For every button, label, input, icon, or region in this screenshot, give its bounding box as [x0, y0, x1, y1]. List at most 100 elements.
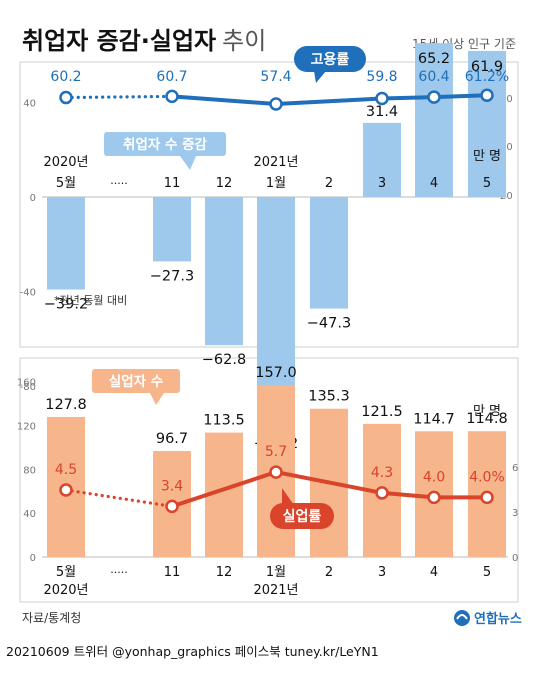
unemployment-rate-point	[480, 490, 494, 505]
top-category: 1월	[266, 176, 286, 191]
employment-change-value: 65.2	[418, 51, 450, 67]
unemployed-value: 127.8	[45, 397, 87, 413]
employment-rate-tag	[294, 46, 366, 72]
bottom-right-tick: 0	[512, 553, 518, 564]
employment-change-bar	[415, 43, 453, 198]
unemployment-rate-tag-pointer	[282, 488, 294, 505]
employment-rate-point	[59, 90, 73, 105]
bottom-category: 4	[430, 565, 438, 580]
unemployed-value: 113.5	[203, 413, 245, 429]
employment-change-bar	[205, 197, 243, 346]
employment-rate-tag-pointer	[314, 71, 326, 83]
employment-rate-value: 60.7	[156, 69, 187, 85]
logo-text: 연합뉴스	[474, 611, 522, 627]
unemployed-tag-pointer	[150, 393, 164, 405]
unemployment-rate-value: 3.4	[161, 478, 183, 494]
footer-text: 20210609 트위터 @yonhap_graphics 페이스북 tuney…	[6, 644, 379, 659]
top-category: 5월	[56, 176, 76, 191]
unemployment-rate-dotted-segment	[64, 488, 174, 508]
bottom-category: 12	[216, 565, 233, 580]
employment-change-value: −39.2	[44, 297, 88, 313]
top-left-tick: 0	[30, 193, 36, 204]
unemployment-rate-legend: 실업률	[283, 508, 322, 525]
top-year-2021: 2021년	[253, 155, 298, 170]
bottom-right-tick: 6	[512, 463, 518, 474]
employment-change-bar	[363, 122, 401, 197]
employment-rate-value: 59.8	[366, 69, 397, 85]
unemployed-tag	[92, 369, 180, 393]
yoy-note: *전년 동월 대비	[54, 294, 127, 307]
yonhap-logo: 연합뉴스	[454, 610, 522, 627]
employment-change-value: 61.9	[471, 59, 503, 75]
top-category: 11	[164, 176, 181, 191]
employment-change-legend: 취업자 수 증감	[123, 136, 207, 153]
unemployment-rate-point	[269, 465, 283, 479]
unemployment-rate-value: 4.0%	[469, 469, 505, 485]
employment-change-value: −47.3	[307, 316, 351, 332]
employment-rate-value: 60.4	[418, 69, 449, 85]
bottom-left-tick: 0	[30, 553, 36, 564]
employment-change-bar	[310, 197, 348, 309]
yonhap-logo-icon	[454, 610, 470, 626]
top-gap-dots: ·····	[110, 177, 127, 190]
employment-rate-point	[165, 89, 179, 104]
employment-change-value: −62.8	[202, 352, 246, 368]
bottom-category: 1월	[266, 565, 286, 580]
chart-title: 취업자 증감·실업자 추이	[22, 27, 266, 55]
unemployment-rate-tag	[270, 503, 334, 529]
top-category: 5	[483, 176, 491, 191]
unemployment-rate-point	[427, 490, 441, 505]
employment-rate-dotted-segment	[64, 94, 174, 100]
top-category: 2	[325, 176, 333, 191]
unemployed-value: 157.0	[255, 365, 297, 381]
unemployment-rate-point	[59, 483, 73, 497]
employment-change-bar	[47, 197, 85, 290]
unemployment-rate-point	[375, 486, 389, 500]
bottom-category: 5	[483, 565, 491, 580]
employment-rate-value: 61.2%	[465, 69, 509, 85]
employment-change-value: 31.4	[366, 104, 398, 120]
bottom-category: 5월	[56, 565, 76, 580]
employment-change-bar	[153, 197, 191, 262]
unemployed-value: 121.5	[361, 404, 403, 420]
top-year-2020: 2020년	[43, 155, 88, 170]
bottom-left-tick: 40	[23, 509, 36, 520]
bottom-category: 3	[378, 565, 386, 580]
employment-change-tag	[104, 132, 226, 156]
unemployment-rate-value: 5.7	[265, 444, 287, 460]
top-category: 3	[378, 176, 386, 191]
top-left-tick: -40	[20, 287, 36, 298]
unemployed-value: 114.7	[413, 411, 455, 427]
top-unit-label: 만 명	[473, 149, 501, 164]
bottom-left-tick: 160	[17, 378, 36, 389]
employment-rate-value: 57.4	[260, 69, 291, 85]
employment-rate-point	[427, 90, 441, 104]
top-category: 12	[216, 176, 233, 191]
employment-rate-point	[269, 97, 283, 111]
unemployment-rate-point	[165, 499, 179, 514]
unemployment-rate-value: 4.3	[371, 465, 393, 481]
bottom-left-tick: 80	[23, 465, 36, 476]
top-left-tick: -80	[20, 382, 36, 393]
unemployed-value: 114.8	[466, 411, 508, 427]
bottom-unit-label: 만 명	[473, 404, 501, 419]
employment-rate-point	[480, 88, 494, 102]
top-category: 4	[430, 176, 438, 191]
employment-rate-value: 60.2	[50, 69, 81, 85]
bottom-category: 11	[164, 565, 181, 580]
bottom-gap-dots: ·····	[110, 566, 127, 579]
bottom-category: 2	[325, 565, 333, 580]
unemployed-value: 96.7	[156, 431, 188, 447]
top-right-tick: 40	[500, 142, 513, 153]
employment-change-tag-pointer	[180, 156, 196, 170]
employment-rate-legend: 고용률	[311, 51, 350, 68]
employment-rate-point	[375, 91, 389, 106]
bottom-year-2020: 2020년	[43, 583, 88, 598]
top-right-tick: 60	[500, 94, 513, 105]
unemployment-rate-value: 4.0	[423, 469, 445, 485]
bottom-right-tick: 3	[512, 508, 518, 519]
top-left-tick: 40	[23, 99, 36, 110]
employment-change-bar	[468, 50, 506, 197]
bottom-year-2021: 2021년	[253, 583, 298, 598]
